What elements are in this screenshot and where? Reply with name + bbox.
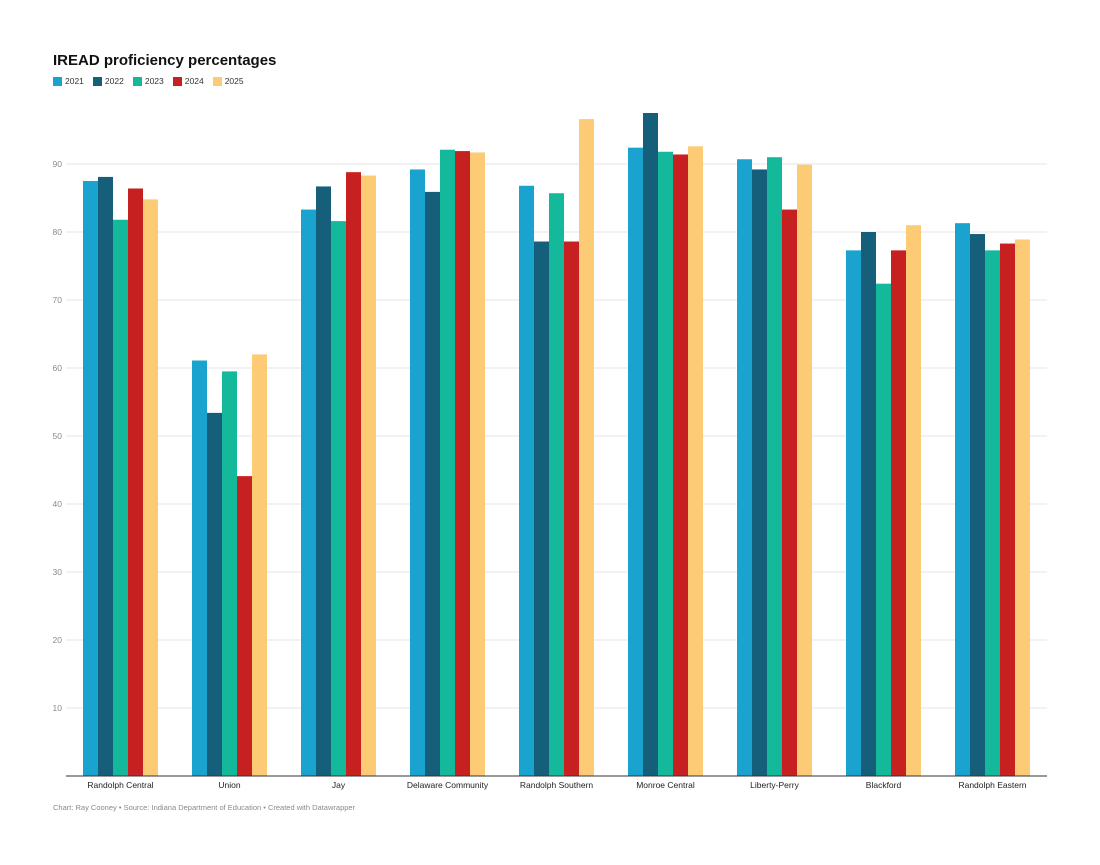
legend-swatch-2024 — [172, 76, 182, 86]
bar-randolph-central-2022 — [98, 176, 113, 777]
bar-monroe-central-2022 — [643, 113, 658, 776]
legend-label-2025: 2025 — [224, 76, 244, 86]
bars — [83, 113, 1030, 777]
bar-liberty-perry-2025 — [797, 164, 812, 776]
y-tick-label-10: 10 — [53, 703, 63, 713]
bar-liberty-perry-2022 — [752, 169, 767, 776]
legend-swatch-2023 — [132, 76, 142, 86]
y-tick-label-40: 40 — [53, 499, 63, 509]
bar-randolph-eastern-2024 — [1000, 243, 1015, 776]
legend-item-2021: 2021 — [53, 76, 84, 86]
bar-monroe-central-2021 — [628, 147, 643, 776]
legend-swatch-2025 — [212, 76, 222, 86]
legend-swatch-2021 — [53, 76, 62, 86]
y-tick-label-70: 70 — [53, 295, 63, 305]
bar-blackford-2025 — [906, 225, 921, 776]
x-tick-label-randolph-southern: Randolph Southern — [520, 780, 594, 790]
legend-item-2024: 2024 — [172, 76, 204, 86]
y-tick-label-60: 60 — [53, 363, 63, 373]
x-tick-label-blackford: Blackford — [866, 780, 902, 790]
bar-delaware-community-2024 — [455, 151, 470, 776]
legend-label-2022: 2022 — [104, 76, 124, 86]
bar-randolph-southern-2023 — [549, 193, 564, 777]
bar-union-2022 — [207, 412, 222, 776]
x-tick-label-delaware-community: Delaware Community — [407, 780, 489, 790]
legend-label-2021: 2021 — [65, 76, 84, 86]
bar-liberty-perry-2021 — [737, 159, 752, 777]
bar-jay-2021 — [301, 209, 316, 776]
x-tick-label-randolph-eastern: Randolph Eastern — [958, 780, 1026, 790]
bar-randolph-central-2024 — [128, 188, 143, 777]
y-tick-label-20: 20 — [53, 635, 63, 645]
bar-jay-2025 — [361, 175, 376, 776]
y-tick-label-90: 90 — [53, 159, 63, 169]
x-tick-label-monroe-central: Monroe Central — [636, 780, 695, 790]
bar-jay-2022 — [316, 186, 331, 776]
bar-jay-2024 — [346, 172, 361, 776]
x-tick-label-randolph-central: Randolph Central — [87, 780, 153, 790]
legend-item-2023: 2023 — [132, 76, 164, 86]
x-tick-label-jay: Jay — [332, 780, 346, 790]
bar-monroe-central-2024 — [673, 154, 688, 777]
bar-monroe-central-2025 — [688, 146, 703, 776]
bar-randolph-southern-2022 — [534, 241, 549, 776]
bar-blackford-2024 — [891, 250, 906, 777]
bar-delaware-community-2025 — [470, 152, 485, 776]
bar-delaware-community-2022 — [425, 191, 440, 776]
bar-randolph-central-2023 — [113, 219, 128, 776]
chart-footer: Chart: Ray Cooney • Source: Indiana Depa… — [53, 803, 356, 812]
legend-item-2022: 2022 — [92, 76, 124, 86]
x-tick-label-union: Union — [218, 780, 240, 790]
bar-union-2023 — [222, 371, 237, 776]
bar-monroe-central-2023 — [658, 151, 673, 776]
bar-randolph-central-2021 — [83, 181, 98, 776]
bar-randolph-southern-2024 — [564, 241, 579, 776]
bar-randolph-southern-2021 — [519, 185, 534, 776]
bar-blackford-2022 — [861, 232, 876, 776]
bar-randolph-eastern-2023 — [985, 250, 1000, 777]
bar-blackford-2023 — [876, 283, 891, 776]
bar-blackford-2021 — [846, 250, 861, 777]
chart-legend: 2021 2022 2023 2024 2025 — [53, 76, 244, 86]
bar-jay-2023 — [331, 221, 346, 776]
bar-delaware-community-2021 — [410, 169, 425, 776]
legend-label-2024: 2024 — [184, 76, 204, 86]
legend-swatch-2022 — [92, 76, 102, 86]
bar-randolph-eastern-2021 — [955, 223, 970, 776]
y-tick-label-30: 30 — [53, 567, 63, 577]
bar-union-2024 — [237, 476, 252, 776]
bar-randolph-southern-2025 — [579, 119, 594, 777]
axes: 10 20 30 40 50 60 70 80 90 Randolph Central Union J… — [53, 159, 1047, 790]
bar-delaware-community-2023 — [440, 149, 455, 777]
y-tick-label-50: 50 — [53, 431, 63, 441]
bar-union-2025 — [252, 354, 267, 776]
bar-randolph-eastern-2025 — [1015, 239, 1030, 777]
x-tick-label-liberty-perry: Liberty-Perry — [750, 780, 799, 790]
bar-liberty-perry-2023 — [767, 157, 782, 776]
bar-randolph-central-2025 — [143, 199, 158, 777]
bar-chart: 10 20 30 40 50 60 70 80 90 Randolph Central Union J… — [53, 113, 1047, 790]
legend-item-2025: 2025 — [212, 76, 244, 86]
legend-label-2023: 2023 — [144, 76, 164, 86]
bar-union-2021 — [192, 360, 207, 776]
y-tick-label-80: 80 — [53, 227, 63, 237]
bar-randolph-eastern-2022 — [970, 234, 985, 777]
chart-title: IREAD proficiency percentages — [53, 52, 277, 69]
bar-liberty-perry-2024 — [782, 209, 797, 776]
